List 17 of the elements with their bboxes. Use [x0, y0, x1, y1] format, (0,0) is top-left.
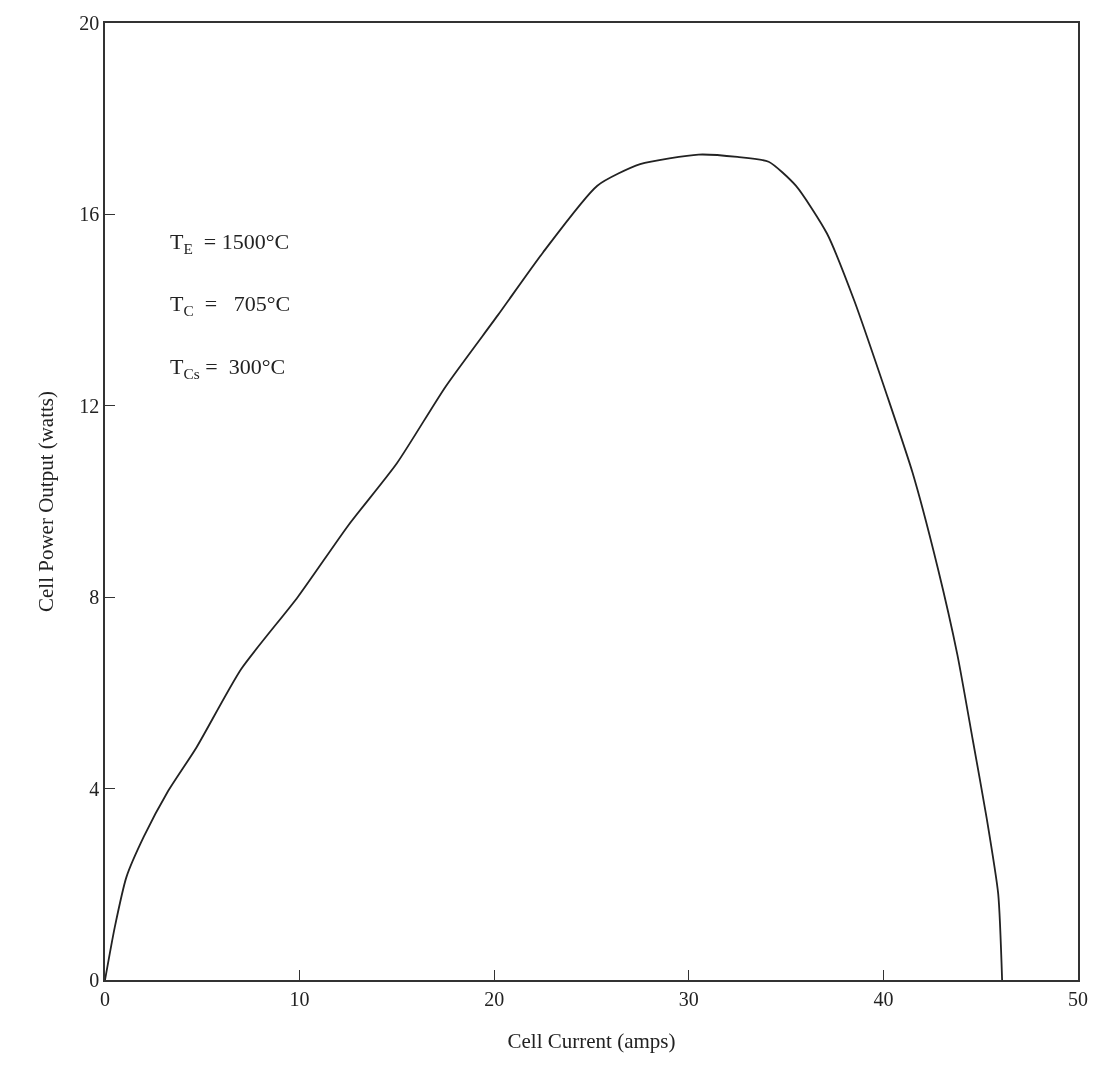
y-tick-label: 8 [89, 586, 100, 609]
x-axis-title: Cell Current (amps) [507, 1029, 676, 1054]
annotation: T$_{E}$ = 1500°C [170, 229, 290, 257]
y-tick-label: 0 [89, 969, 100, 991]
x-tick-label: 30 [678, 987, 699, 1010]
y-tick-label: 20 [79, 12, 100, 34]
line-series [105, 153, 1004, 980]
annotation: T$_{C}$ = 705°C [170, 291, 291, 319]
x-tick-label: 10 [289, 987, 310, 1010]
y-tick-label: 12 [79, 394, 100, 417]
y-axis-title: Cell Power Output (watts) [33, 390, 58, 613]
y-tick-label: 4 [89, 777, 100, 800]
annotation: T$_{Cs}$ = 300°C [170, 354, 286, 382]
x-tick-label: 50 [1068, 987, 1088, 1010]
x-tick-label: 40 [873, 987, 894, 1010]
y-tick-label: 16 [79, 203, 100, 226]
x-tick-label: 20 [484, 987, 505, 1010]
